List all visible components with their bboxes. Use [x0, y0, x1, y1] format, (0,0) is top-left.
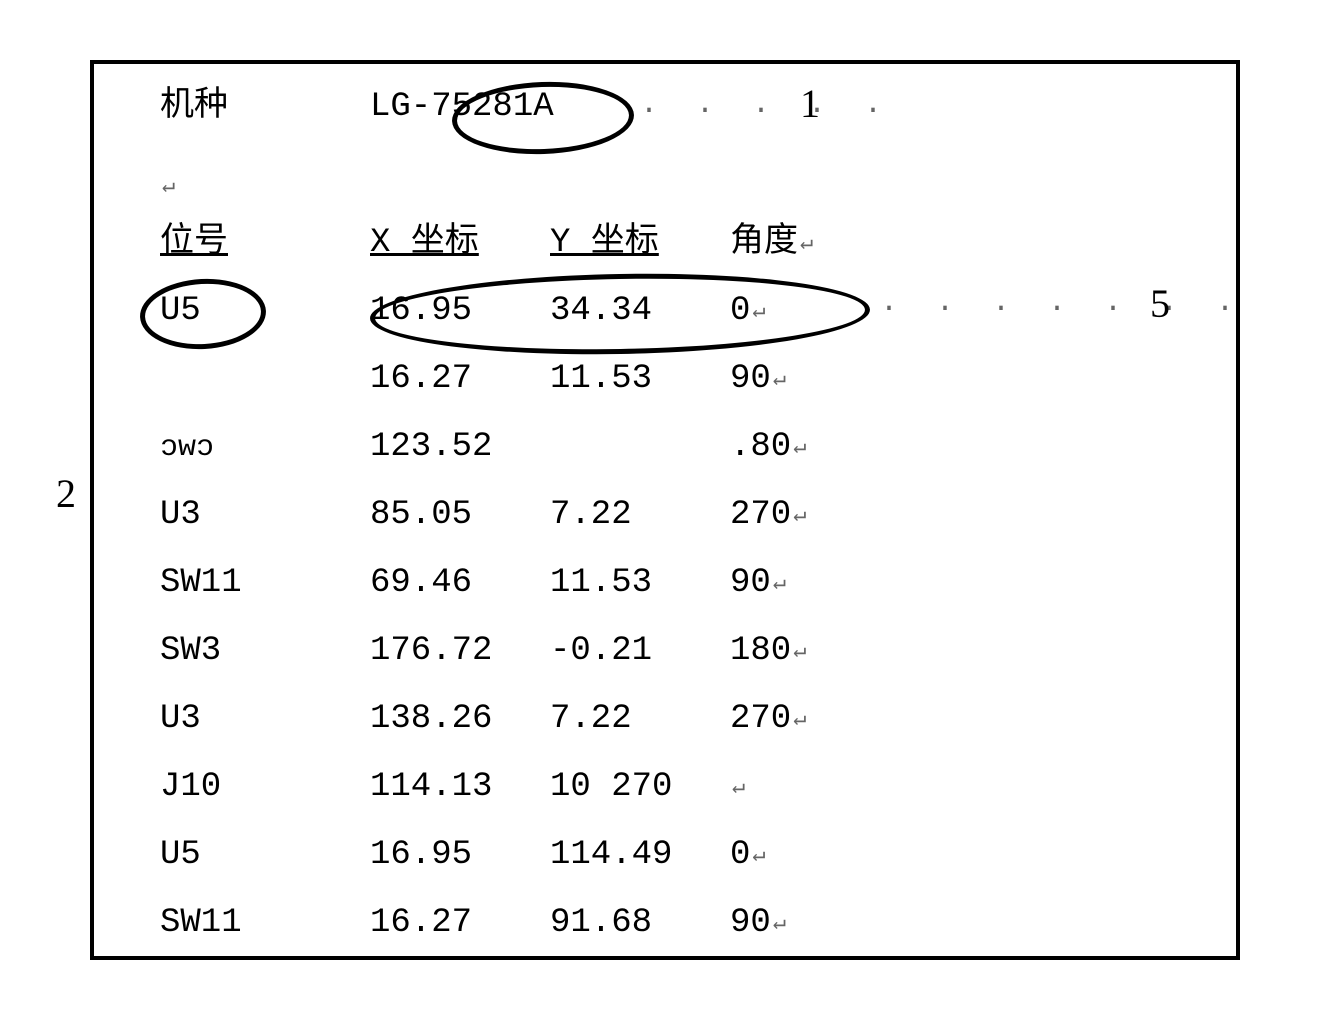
table-row: 16.27 11.53 90↵	[160, 362, 870, 420]
header-y: Y 坐标	[550, 226, 730, 260]
paragraph-mark-icon: ↵	[793, 503, 806, 528]
cell-pos: U3	[160, 702, 370, 736]
table-row: U5 16.95 34.34 0↵	[160, 294, 870, 352]
cell-angle: 90↵	[730, 362, 870, 396]
cell-x: 85.05	[370, 498, 550, 532]
page: 机种 LG-75281A ↵ 位号 X 坐标 Y 坐标 角度↵ U5 16.95…	[0, 0, 1338, 1026]
cell-x: 16.95	[370, 838, 550, 872]
table-row: SW11 69.46 11.53 90↵	[160, 566, 870, 624]
table-row: J10 114.13 10 270 ↵	[160, 770, 870, 828]
cell-y: 114.49	[550, 838, 730, 872]
cell-angle: 0↵	[730, 294, 870, 328]
cell-pos: J10	[160, 770, 370, 804]
callout-2: 2	[56, 470, 76, 517]
document-content: 机种 LG-75281A ↵ 位号 X 坐标 Y 坐标 角度↵ U5 16.95…	[160, 90, 870, 974]
table-row: SW3 176.72 -0.21 180↵	[160, 634, 870, 692]
cell-angle: ↵	[730, 770, 870, 804]
cell-pos: SW11	[160, 566, 370, 600]
paragraph-mark-icon: ↵	[793, 707, 806, 732]
table-row: U3 85.05 7.22 270↵	[160, 498, 870, 556]
paragraph-mark-icon: ↵	[800, 231, 813, 256]
cell-angle: 270↵	[730, 702, 870, 736]
cell-pos: SW3	[160, 634, 370, 668]
cell-angle: 180↵	[730, 634, 870, 668]
callout-5: 5	[1150, 280, 1170, 327]
cell-angle: 90↵	[730, 906, 870, 940]
cell-pos: SW11	[160, 906, 370, 940]
leader-dots-icon: · · · · · · ·	[880, 292, 1244, 326]
machine-label: 机种	[160, 90, 370, 124]
table-row: U3 138.26 7.22 270↵	[160, 702, 870, 760]
paragraph-mark-icon: ↵	[732, 775, 745, 800]
cell-pos: U5	[160, 294, 370, 328]
header-pos: 位号	[160, 226, 370, 260]
cell-x: 16.95	[370, 294, 550, 328]
cell-y: 34.34	[550, 294, 730, 328]
cell-angle: .80↵	[730, 430, 870, 464]
cell-x: 114.13	[370, 770, 550, 804]
cell-y: -0.21	[550, 634, 730, 668]
cell-y: 10 270	[550, 770, 730, 804]
paragraph-mark-icon: ↵	[793, 639, 806, 664]
paragraph-mark-icon: ↵	[773, 367, 786, 392]
callout-1: 1	[800, 80, 820, 127]
table-row: SW11 16.27 91.68 90↵	[160, 906, 870, 964]
cell-pos: U5	[160, 838, 370, 872]
paragraph-mark-icon: ↵	[162, 176, 175, 198]
paragraph-mark-icon: ↵	[793, 435, 806, 460]
header-x: X 坐标	[370, 226, 550, 260]
machine-value-prefix: LG-	[370, 88, 431, 126]
cell-y: 11.53	[550, 362, 730, 396]
cell-y: 7.22	[550, 702, 730, 736]
cell-pos: ɔwɔ	[160, 433, 370, 463]
paragraph-mark-icon: ↵	[752, 843, 765, 868]
cell-x: 69.46	[370, 566, 550, 600]
leader-dots-icon: · · · · ·	[640, 94, 892, 128]
cell-pos: U3	[160, 498, 370, 532]
cell-x: 176.72	[370, 634, 550, 668]
header-angle: 角度↵	[730, 226, 870, 260]
cell-angle: 0↵	[730, 838, 870, 872]
machine-value: LG-75281A	[370, 90, 554, 124]
cell-angle: 270↵	[730, 498, 870, 532]
blank-line: ↵	[160, 176, 870, 220]
paragraph-mark-icon: ↵	[752, 299, 765, 324]
paragraph-mark-icon: ↵	[773, 571, 786, 596]
cell-y: 7.22	[550, 498, 730, 532]
table-row: ɔwɔ 123.52 .80↵	[160, 430, 870, 488]
cell-y: 91.68	[550, 906, 730, 940]
column-headers: 位号 X 坐标 Y 坐标 角度↵	[160, 226, 870, 284]
machine-value-code: 75281A	[431, 88, 553, 126]
cell-y: 11.53	[550, 566, 730, 600]
cell-angle: 90↵	[730, 566, 870, 600]
table-row: U5 16.95 114.49 0↵	[160, 838, 870, 896]
cell-x: 16.27	[370, 906, 550, 940]
cell-x: 123.52	[370, 430, 550, 464]
cell-x: 16.27	[370, 362, 550, 396]
cell-x: 138.26	[370, 702, 550, 736]
paragraph-mark-icon: ↵	[773, 911, 786, 936]
